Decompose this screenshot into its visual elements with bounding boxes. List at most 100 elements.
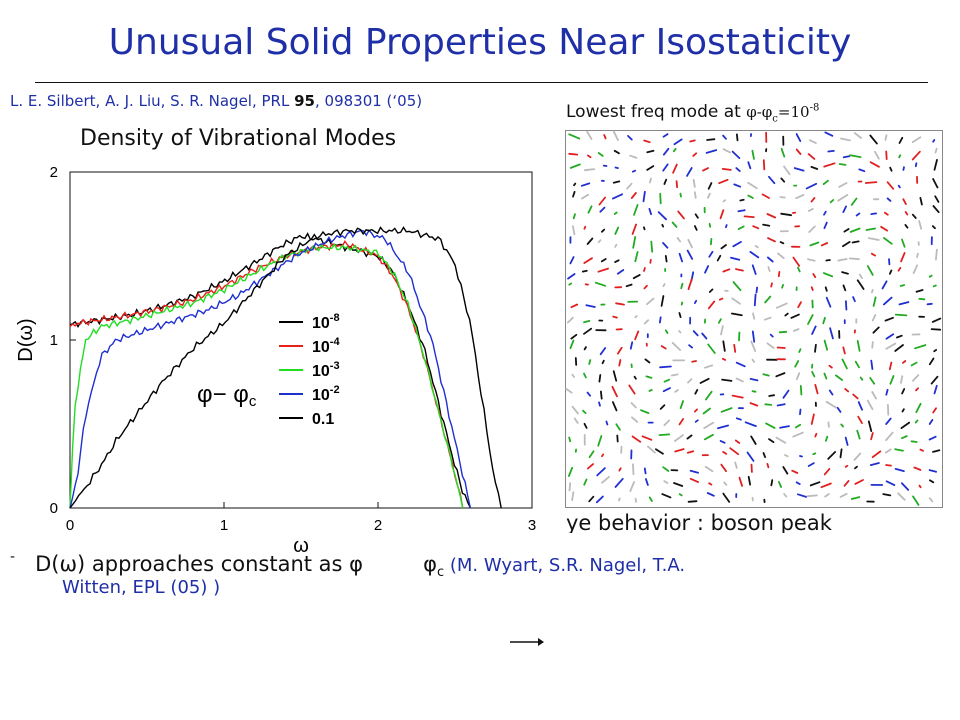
mode-vector [852, 393, 859, 400]
mode-vector [889, 166, 893, 172]
mode-vector [751, 358, 756, 363]
mode-vector [854, 360, 860, 369]
mode-vector [770, 282, 773, 288]
mode-vector [840, 423, 845, 428]
mode-vector [884, 134, 888, 141]
mode-vector [933, 384, 938, 395]
mode-vector [632, 463, 635, 476]
mode-vector [643, 139, 651, 144]
mode-vector [738, 476, 744, 487]
mode-vector [784, 454, 789, 458]
mode-vector [807, 208, 814, 212]
chart-heading: Density of Vibrational Modes [80, 126, 397, 151]
mode-vector [854, 479, 864, 485]
mode-vector [794, 423, 802, 429]
mode-vector [751, 390, 757, 393]
mode-vector [915, 402, 922, 414]
bullet-point: - D(ω) approaches constant as φ φc (M. W… [10, 549, 686, 581]
citation: L. E. Silbert, A. J. Liu, S. R. Nagel, P… [10, 92, 422, 110]
mode-vector [632, 236, 637, 249]
boson-peak-text: ye behavior : boson peak [566, 511, 832, 533]
mode-vector [811, 325, 817, 335]
mode-vector [631, 435, 642, 443]
mode-vector [842, 346, 846, 355]
legend-title-sub: c [249, 393, 257, 410]
mode-vector [612, 401, 618, 412]
mode-vector [899, 284, 906, 287]
mode-vector [749, 377, 759, 382]
mode-vector [807, 314, 814, 325]
mode-vector [699, 377, 710, 384]
mode-vector [751, 149, 755, 160]
mode-vector [844, 387, 850, 393]
legend-label: 10-2 [312, 384, 340, 404]
bullet-reference: (M. Wyart, S.R. Nagel, T.A. [444, 555, 686, 576]
mode-vector [795, 133, 802, 143]
mode-vector [823, 372, 828, 380]
mode-vector [660, 345, 667, 350]
mode-vector [779, 425, 790, 429]
mode-vector [752, 312, 756, 320]
mode-vector [631, 416, 639, 423]
mode-vector [572, 225, 576, 236]
mode-title-text: Lowest freq mode at [566, 102, 747, 122]
mode-vector [648, 496, 653, 502]
mode-vector [722, 148, 732, 154]
mode-vector [888, 361, 893, 371]
mode-vector [814, 432, 818, 438]
mode-vector [693, 408, 699, 413]
mode-vector [692, 152, 698, 157]
mode-vector [823, 221, 828, 230]
mode-vector [869, 462, 880, 467]
mode-vector [659, 404, 666, 410]
mode-vector [870, 212, 878, 215]
mode-vector [932, 284, 937, 288]
mode-vector [662, 163, 669, 172]
mode-vector [865, 227, 877, 231]
mode-vector [674, 389, 679, 393]
citation-rest: , 098301 (‘05) [314, 92, 423, 110]
mode-vector [643, 284, 648, 290]
citation-authors: L. E. Silbert, A. J. Liu, S. R. Nagel, P… [10, 92, 295, 110]
mode-vector [799, 384, 803, 396]
mode-vector [702, 407, 711, 415]
mode-vector [898, 301, 910, 306]
mode-vector [614, 243, 618, 248]
mode-vector [722, 450, 728, 455]
mode-vector [693, 225, 698, 231]
series-line-10-4 [69, 239, 464, 509]
mode-vector [885, 388, 889, 396]
mode-title-exp: -8 [809, 102, 820, 114]
mode-vector [689, 139, 696, 143]
mode-vector [583, 422, 588, 429]
mode-vector [853, 452, 862, 461]
mode-vector [932, 407, 938, 414]
mode-vector [904, 224, 909, 229]
mode-vector [647, 445, 656, 454]
mode-vector [822, 272, 834, 278]
legend-label: 10-8 [312, 312, 340, 332]
y-tick-label: 1 [50, 332, 58, 349]
mode-vector [931, 225, 936, 230]
mode-vector [894, 344, 904, 352]
mode-vector [597, 267, 609, 273]
mode-vector [569, 256, 575, 265]
mode-vector [660, 295, 665, 307]
mode-vector [629, 341, 634, 350]
mode-vector [694, 388, 699, 395]
mode-vector [932, 449, 941, 453]
mode-vector [897, 266, 902, 272]
mode-vector [894, 313, 908, 317]
mode-vector [706, 138, 716, 141]
mode-vector [882, 296, 893, 306]
mode-vector [820, 242, 829, 247]
mode-vector [849, 154, 862, 159]
mode-vector [842, 155, 851, 159]
mode-vector [580, 182, 591, 187]
mode-vector [918, 297, 926, 301]
mode-vector [763, 316, 772, 321]
mode-vector [618, 359, 622, 367]
bullet-sub: c [436, 565, 445, 581]
y-axis-label: D(ω) [15, 318, 37, 361]
mode-vector [586, 237, 594, 245]
